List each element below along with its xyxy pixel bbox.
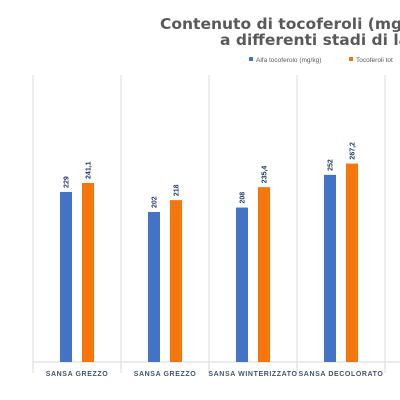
bar-tot-0 <box>82 182 94 362</box>
data-label: 252 <box>328 159 335 171</box>
bar-alfa-1 <box>148 211 160 362</box>
bar-tot-1 <box>170 200 182 362</box>
data-label: 235,4 <box>262 166 269 184</box>
legend-swatch-tot <box>349 57 353 61</box>
legend: Alfa tocoferolo (mg/kg) Tocoferoli tot <box>249 57 393 64</box>
data-label: 208 <box>240 192 247 204</box>
legend-label-tot: Tocoferoli tot <box>356 57 393 64</box>
legend-label-alfa: Alfa tocoferolo (mg/kg) <box>256 57 321 64</box>
bar-alfa-0 <box>60 191 72 362</box>
x-tick-label: SANSA WINTERIZZATO <box>208 371 297 378</box>
chart-title-line-2: a differenti stadi di lavo <box>220 31 400 49</box>
x-tick-label: SANSA DECOLORATO <box>299 371 384 378</box>
bar-tot-3 <box>346 163 358 362</box>
data-label: 218 <box>174 184 181 196</box>
data-label: 229 <box>64 176 71 188</box>
data-label: 241,1 <box>86 161 93 179</box>
x-tick-label: SANSA GREZZO <box>134 371 197 378</box>
legend-swatch-alfa <box>249 57 253 61</box>
data-label: 202 <box>152 196 159 208</box>
bar-tot-2 <box>258 187 270 362</box>
plot-area: 229 241,1 SANSA GREZZO 202 218 SANSA GREZZO 20… <box>32 75 400 378</box>
data-label: 267,2 <box>350 142 357 160</box>
bar-alfa-2 <box>236 207 248 362</box>
chart-title-line-1: Contenuto di tocoferoli (mg/Kg <box>160 15 400 33</box>
x-tick-label: SANSA GREZZO <box>46 371 109 378</box>
bar-alfa-3 <box>324 174 336 362</box>
